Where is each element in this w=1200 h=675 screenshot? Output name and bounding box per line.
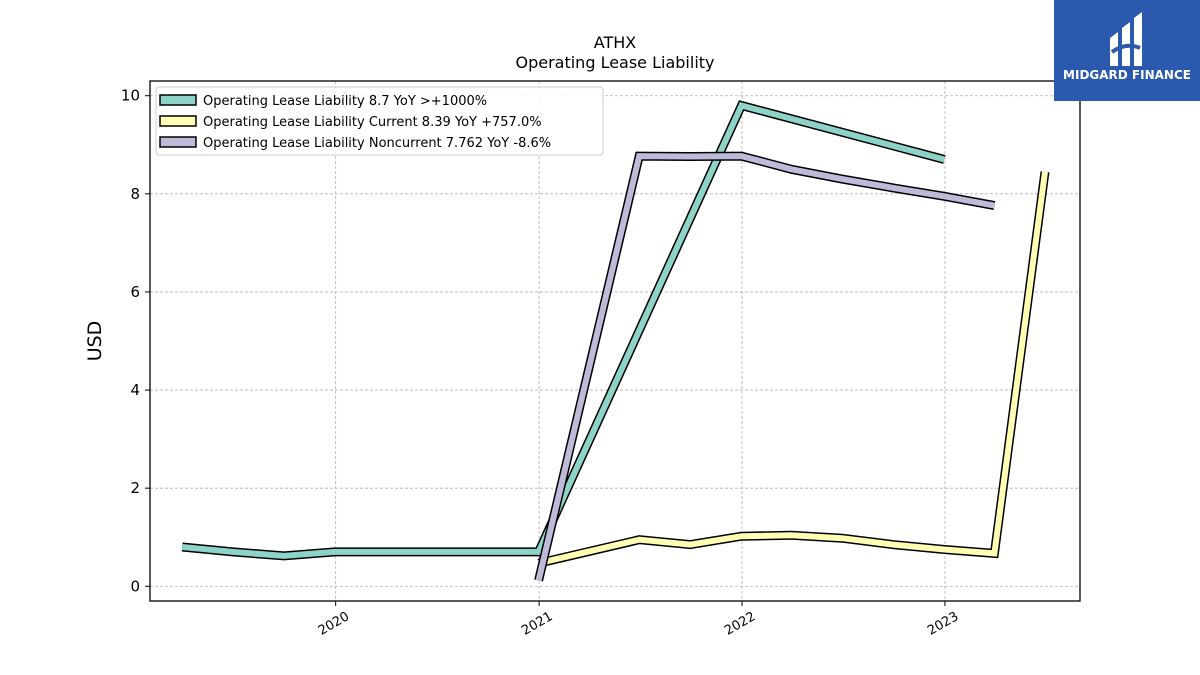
legend-swatch-0 [159,94,197,106]
legend-label-0: Operating Lease Liability 8.7 YoY >+1000… [203,94,487,109]
logo-mark-icon [1110,12,1142,66]
x-tick-label: 2020 [316,609,352,639]
legend-label-2: Operating Lease Liability Noncurrent 7.7… [203,136,551,151]
brand-logo: MIDGARD FINANCE [1054,0,1200,101]
legend-swatch-1 [159,115,197,127]
legend-box [155,86,604,156]
chart-subtitle: Operating Lease Liability [515,53,714,72]
y-tick-label: 4 [130,381,140,399]
y-tick-label: 8 [130,185,140,203]
x-tick-label: 2021 [519,609,555,639]
series-outline-2 [534,151,996,582]
logo-text: MIDGARD FINANCE [1063,68,1191,82]
y-tick-label: 2 [130,479,140,497]
y-tick-label: 10 [121,87,140,105]
y-tick-label: 6 [130,283,140,301]
legend: Operating Lease Liability 8.7 YoY >+1000… [155,86,604,156]
y-tick-label: 0 [130,577,140,595]
y-axis-label: USD [84,321,106,362]
legend-label-1: Operating Lease Liability Current 8.39 Y… [203,115,542,130]
x-tick-label: 2022 [722,609,758,639]
series-outline-1 [537,171,1050,568]
x-tick-label: 2023 [925,609,961,639]
series-line-2 [535,153,995,582]
series-layer [181,100,1050,582]
plot-frame [149,80,1081,602]
legend-swatch-2 [159,136,197,148]
series-line-0 [181,101,946,559]
series-line-1 [537,171,1048,567]
chart-title: ATHX [594,33,637,52]
